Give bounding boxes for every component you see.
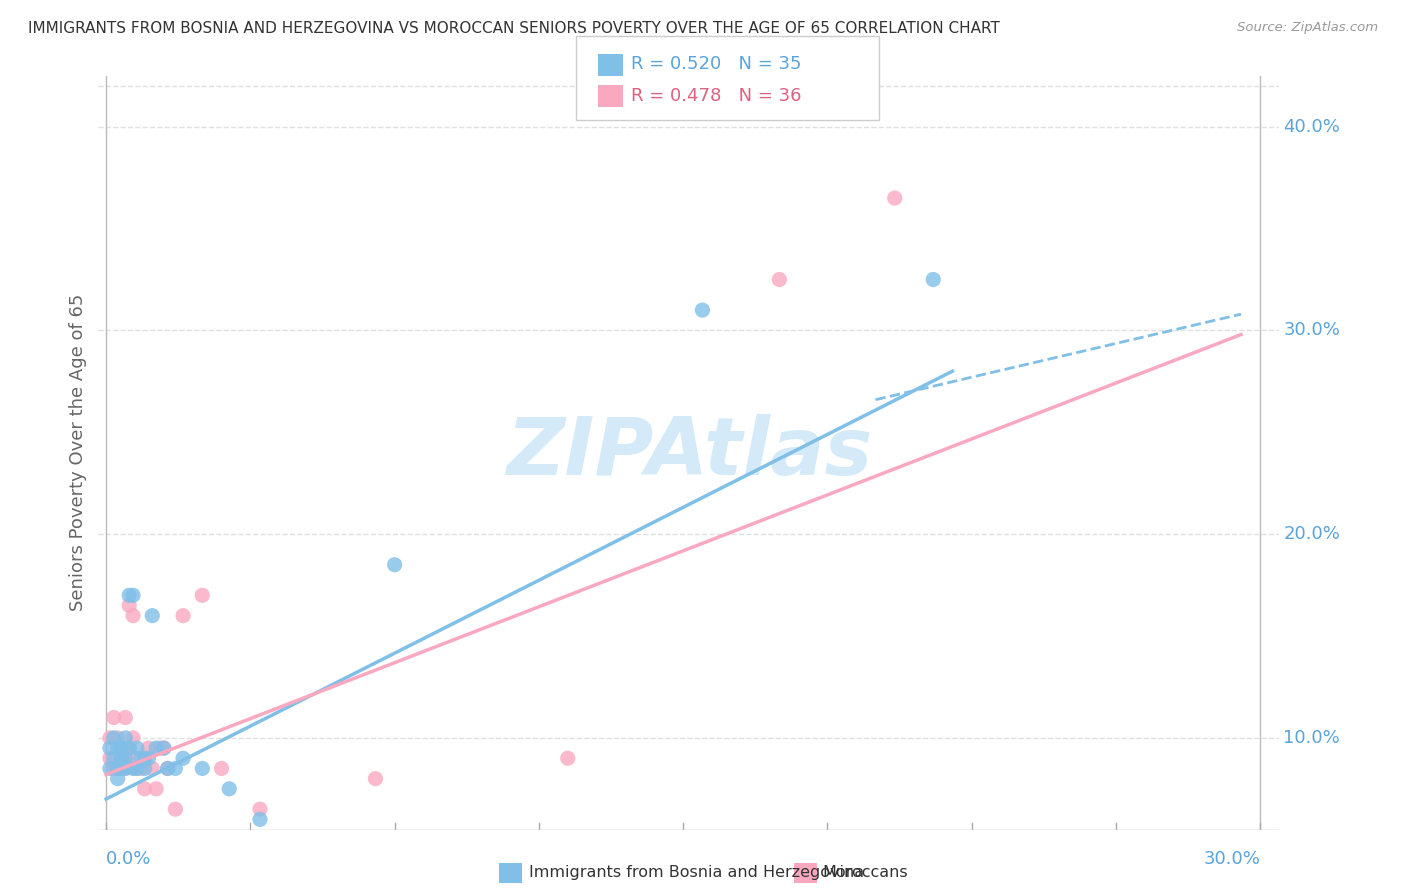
Point	[153, 741, 176, 756]
Point	[211, 761, 233, 775]
Point	[122, 608, 145, 623]
Point	[118, 741, 141, 756]
Point	[883, 191, 905, 205]
Point	[249, 802, 271, 816]
Point	[145, 741, 167, 756]
Point	[768, 272, 790, 286]
Point	[110, 761, 132, 775]
Text: R = 0.478   N = 36: R = 0.478 N = 36	[631, 87, 801, 105]
Point	[110, 741, 132, 756]
Text: Immigrants from Bosnia and Herzegovina: Immigrants from Bosnia and Herzegovina	[529, 865, 863, 880]
Point	[98, 761, 121, 775]
Point	[138, 741, 160, 756]
Point	[114, 731, 136, 745]
Point	[172, 751, 194, 765]
Point	[364, 772, 387, 786]
Point	[129, 751, 152, 765]
Point	[114, 761, 136, 775]
Y-axis label: Seniors Poverty Over the Age of 65: Seniors Poverty Over the Age of 65	[69, 294, 87, 611]
Point	[114, 761, 136, 775]
Point	[218, 781, 240, 796]
Point	[98, 731, 121, 745]
Point	[107, 731, 129, 745]
Point	[141, 608, 163, 623]
Point	[156, 761, 179, 775]
Point	[114, 751, 136, 765]
Point	[141, 761, 163, 775]
Text: IMMIGRANTS FROM BOSNIA AND HERZEGOVINA VS MOROCCAN SENIORS POVERTY OVER THE AGE : IMMIGRANTS FROM BOSNIA AND HERZEGOVINA V…	[28, 21, 1000, 36]
Point	[249, 813, 271, 827]
Text: 20.0%: 20.0%	[1284, 525, 1340, 543]
Point	[149, 741, 172, 756]
Point	[165, 802, 187, 816]
Point	[191, 761, 214, 775]
Point	[118, 588, 141, 602]
Point	[103, 761, 125, 775]
Point	[103, 710, 125, 724]
Point	[165, 761, 187, 775]
Point	[114, 710, 136, 724]
Point	[922, 272, 945, 286]
Point	[107, 761, 129, 775]
Text: 10.0%: 10.0%	[1284, 729, 1340, 747]
Point	[122, 761, 145, 775]
Point	[98, 741, 121, 756]
Text: ZIPAtlas: ZIPAtlas	[506, 414, 872, 491]
Point	[103, 751, 125, 765]
Point	[110, 751, 132, 765]
Point	[125, 741, 148, 756]
Text: Moroccans: Moroccans	[823, 865, 908, 880]
Point	[118, 599, 141, 613]
Point	[98, 751, 121, 765]
Point	[107, 772, 129, 786]
Point	[557, 751, 579, 765]
Point	[134, 781, 156, 796]
Point	[107, 761, 129, 775]
Text: 0.0%: 0.0%	[105, 850, 152, 868]
Point	[156, 761, 179, 775]
Point	[153, 741, 176, 756]
Point	[384, 558, 406, 572]
Point	[134, 751, 156, 765]
Point	[134, 751, 156, 765]
Text: Source: ZipAtlas.com: Source: ZipAtlas.com	[1237, 21, 1378, 34]
Point	[125, 761, 148, 775]
Point	[145, 781, 167, 796]
Text: R = 0.520   N = 35: R = 0.520 N = 35	[631, 55, 801, 73]
Point	[191, 588, 214, 602]
Point	[114, 751, 136, 765]
Point	[692, 303, 714, 318]
Text: 30.0%: 30.0%	[1284, 321, 1340, 340]
Point	[125, 751, 148, 765]
Point	[110, 761, 132, 775]
Point	[103, 731, 125, 745]
Point	[125, 761, 148, 775]
Point	[118, 741, 141, 756]
Point	[172, 608, 194, 623]
Text: 40.0%: 40.0%	[1284, 118, 1340, 136]
Point	[110, 751, 132, 765]
Point	[122, 588, 145, 602]
Point	[138, 751, 160, 765]
Point	[107, 741, 129, 756]
Point	[110, 741, 132, 756]
Point	[134, 761, 156, 775]
Point	[122, 731, 145, 745]
Point	[129, 761, 152, 775]
Text: 30.0%: 30.0%	[1204, 850, 1260, 868]
